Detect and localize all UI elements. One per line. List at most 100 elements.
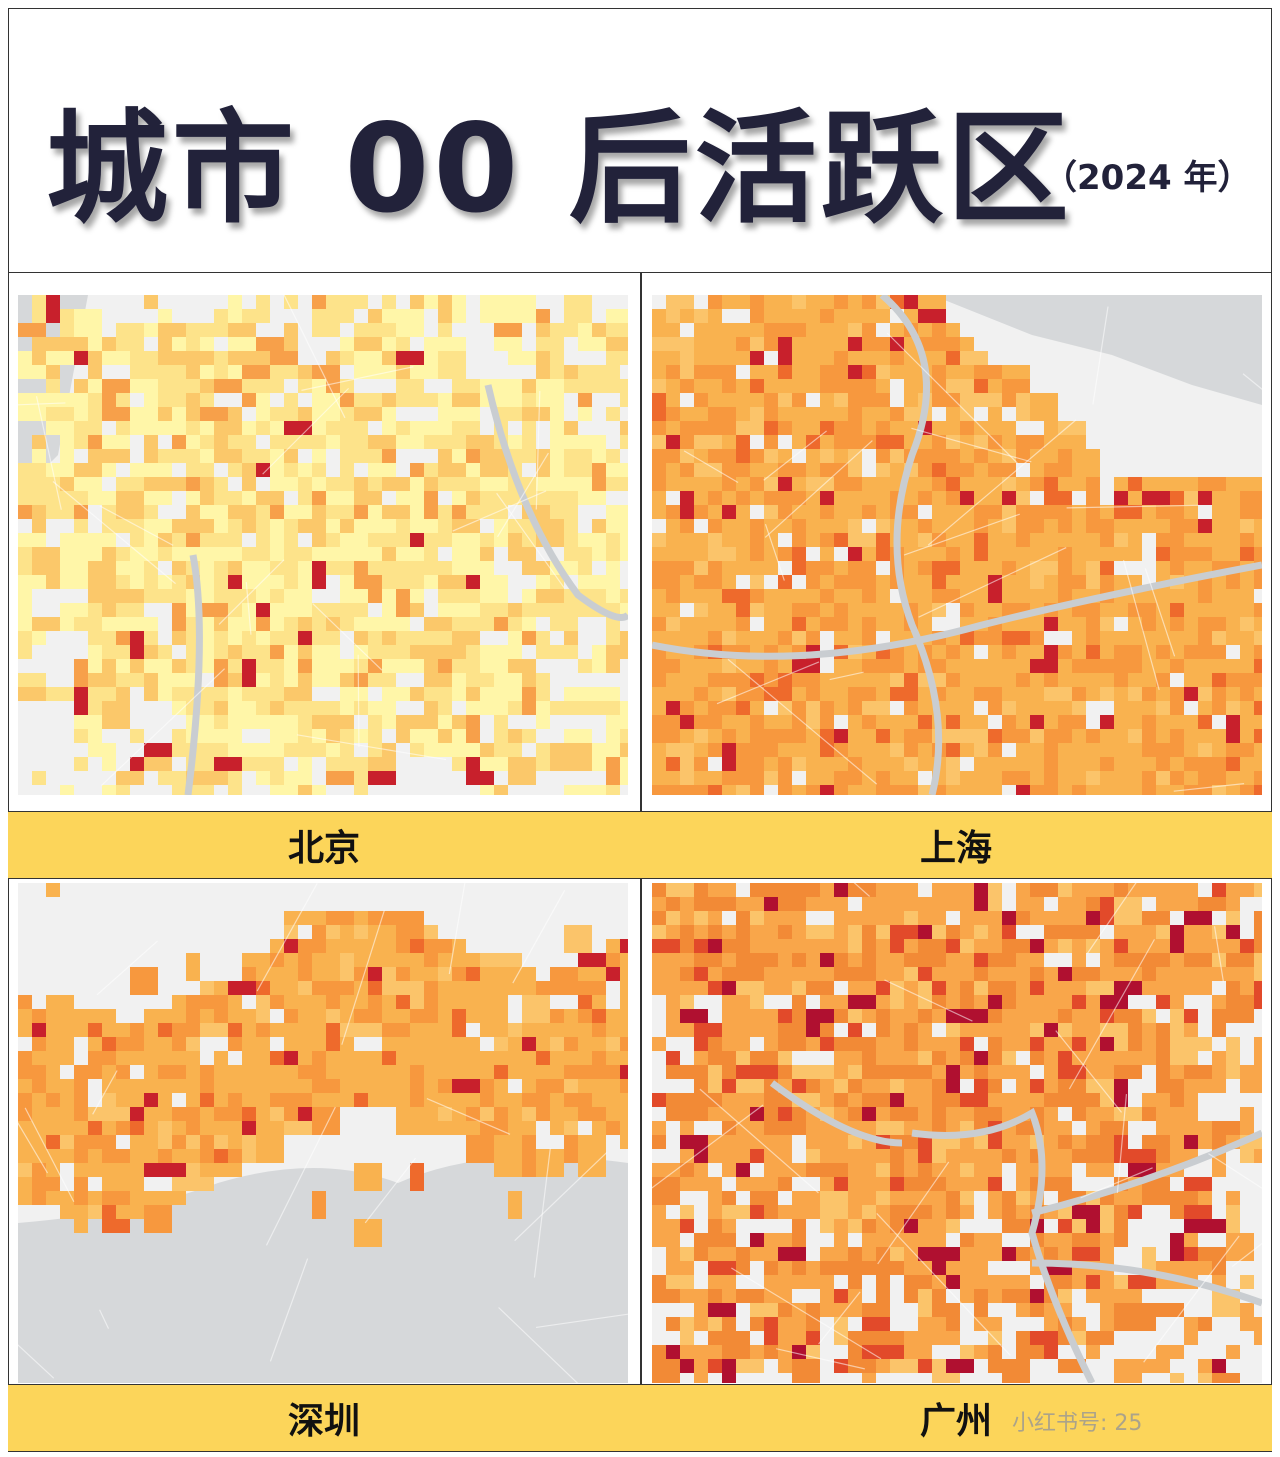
activity-cell [424, 645, 438, 659]
activity-cell [750, 1205, 764, 1219]
activity-cell [848, 561, 876, 575]
activity-cell [988, 1359, 1002, 1373]
activity-cell [1156, 743, 1184, 757]
activity-cell [988, 743, 1002, 757]
activity-cell [1044, 617, 1058, 631]
activity-cell [578, 1065, 592, 1079]
road [764, 524, 785, 581]
activity-cell [18, 575, 46, 589]
road [99, 1309, 110, 1329]
activity-cell [652, 771, 666, 785]
activity-cell [256, 701, 270, 715]
activity-cell [438, 1107, 452, 1121]
road [716, 661, 820, 705]
activity-cell [1240, 785, 1262, 795]
activity-cell [1128, 1275, 1156, 1289]
activity-cell [508, 1065, 536, 1079]
activity-cell [722, 603, 736, 617]
activity-cell [298, 631, 312, 645]
activity-cell [564, 925, 592, 953]
activity-cell [680, 995, 694, 1009]
activity-cell [1128, 575, 1142, 589]
activity-cell [144, 1163, 172, 1177]
activity-cell [680, 1107, 708, 1121]
activity-cell [32, 435, 46, 449]
activity-cell [890, 603, 904, 617]
activity-cell [960, 533, 974, 547]
activity-cell [144, 1037, 172, 1051]
road [1086, 883, 1137, 954]
activity-cell [806, 981, 820, 995]
activity-cell [368, 435, 396, 449]
activity-cell [578, 491, 606, 505]
activity-cell [694, 1359, 708, 1383]
activity-cell [536, 1079, 564, 1093]
city-label: 北京 [8, 811, 640, 879]
activity-cell [228, 463, 242, 477]
activity-cell [242, 323, 256, 337]
activity-cell [806, 953, 820, 967]
activity-cell [1058, 967, 1072, 981]
activity-cell [536, 701, 550, 729]
activity-cell [946, 1191, 960, 1219]
activity-cell [494, 981, 522, 995]
activity-cell [620, 505, 628, 519]
activity-cell [932, 435, 946, 449]
activity-cell [536, 631, 550, 659]
activity-cell [1156, 785, 1170, 795]
activity-cell [792, 981, 806, 995]
activity-cell [1226, 757, 1240, 771]
activity-cell [410, 995, 424, 1009]
activity-cell [382, 925, 396, 939]
activity-cell [932, 477, 946, 491]
activity-cell [974, 491, 1002, 505]
activity-cell [312, 645, 340, 659]
activity-cell [1212, 939, 1240, 953]
activity-cell [1030, 785, 1044, 795]
activity-cell [834, 603, 848, 617]
activity-cell [102, 1191, 116, 1205]
activity-cell [834, 295, 848, 309]
activity-cell [1086, 449, 1100, 477]
activity-cell [862, 925, 876, 939]
activity-cell [228, 323, 242, 337]
activity-cell [666, 659, 680, 673]
activity-cell [620, 435, 628, 449]
activity-cell [1198, 1219, 1226, 1233]
activity-cell [778, 967, 792, 981]
activity-cell [88, 1023, 102, 1037]
activity-cell [652, 1177, 666, 1205]
activity-cell [974, 883, 988, 897]
activity-cell [918, 1289, 932, 1317]
activity-cell [680, 953, 694, 967]
activity-cell [508, 757, 536, 785]
activity-cell [494, 1093, 522, 1107]
activity-cell [820, 743, 834, 757]
road [448, 883, 466, 975]
activity-cell [102, 1135, 116, 1163]
activity-cell [750, 575, 764, 589]
activity-cell [606, 729, 620, 743]
activity-cell [452, 617, 480, 631]
activity-cell [200, 421, 214, 435]
activity-cell [130, 967, 158, 995]
activity-cell [410, 421, 438, 435]
activity-cell [806, 1373, 820, 1383]
activity-cell [564, 785, 592, 795]
activity-cell [382, 1009, 396, 1023]
activity-cell [666, 393, 680, 407]
road [918, 546, 1067, 618]
activity-cell [354, 589, 368, 603]
activity-cell [340, 687, 354, 701]
activity-cell [172, 729, 186, 757]
activity-cell [298, 673, 312, 701]
activity-cell [1226, 575, 1240, 589]
activity-cell [1184, 729, 1198, 757]
activity-cell [200, 1093, 214, 1107]
activity-cell [974, 1289, 988, 1317]
activity-cell [820, 547, 834, 561]
activity-cell [932, 785, 946, 795]
activity-cell [410, 1023, 424, 1037]
activity-cell [466, 1121, 480, 1135]
activity-cell [750, 1247, 764, 1261]
